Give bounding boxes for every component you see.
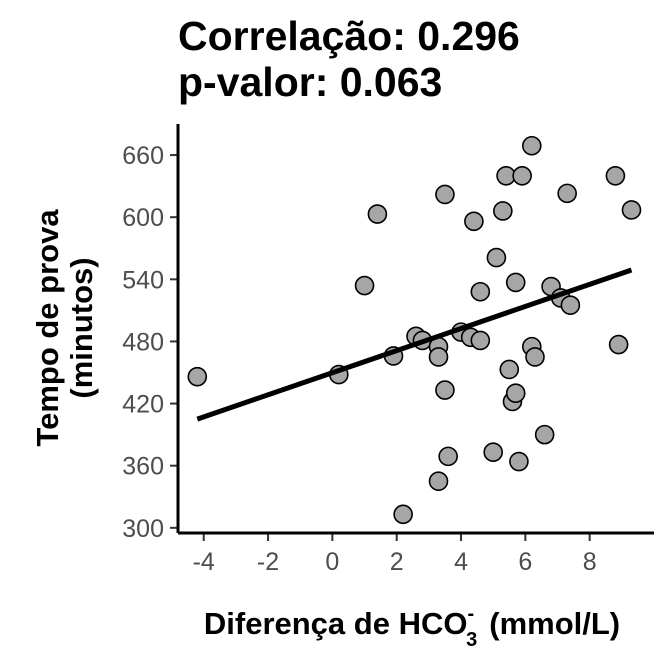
x-axis-label-unit: (mmol/L) [489, 606, 620, 641]
data-point [486, 247, 507, 268]
data-point [621, 200, 642, 220]
x-tick-label: 2 [390, 548, 404, 576]
data-point [560, 295, 581, 316]
x-tick-label: -4 [193, 548, 215, 576]
y-axis-ticks: 300 360 420 480 540 600 660 [122, 142, 178, 543]
data-point [428, 347, 449, 367]
x-tick-label: 0 [325, 548, 339, 576]
data-point [428, 471, 449, 492]
data-point [354, 275, 375, 296]
y-tick-label: 540 [122, 266, 164, 294]
x-tick-label: 6 [518, 548, 532, 576]
y-tick-label: 480 [122, 328, 164, 356]
data-point [464, 211, 484, 232]
y-axis-label: Tempo de prova (minutos) [30, 209, 99, 447]
data-point [505, 383, 526, 404]
x-tick-label: 4 [454, 548, 468, 576]
data-point [534, 424, 555, 445]
data-point [367, 204, 388, 224]
chart-title-p-value: p-valor: 0.063 [178, 59, 443, 105]
chart-title-correlation: Correlação: 0.296 [178, 13, 520, 59]
data-point [521, 135, 542, 156]
data-points [187, 135, 642, 525]
x-axis-ticks: -4 -2 0 2 4 6 8 [193, 533, 597, 576]
data-point [438, 446, 458, 467]
x-tick-label: -2 [257, 548, 279, 576]
data-point [470, 330, 491, 351]
data-point [493, 201, 513, 221]
x-axis-label-subscript: 3 [466, 629, 477, 651]
data-point [393, 504, 413, 525]
y-axis-label-line2: (minutos) [64, 257, 99, 398]
data-point [470, 281, 491, 302]
x-tick-label: 8 [583, 548, 597, 576]
data-point [499, 359, 520, 380]
y-tick-label: 660 [122, 142, 164, 170]
y-tick-label: 360 [122, 453, 164, 481]
y-tick-label: 600 [122, 204, 164, 232]
y-tick-label: 300 [122, 515, 164, 543]
data-point [509, 451, 529, 472]
data-point [512, 165, 532, 186]
data-point [525, 347, 545, 367]
x-axis-label-main: Diferença de HCO [204, 606, 468, 641]
data-point [505, 272, 526, 293]
y-tick-label: 420 [122, 391, 164, 419]
data-point [557, 183, 577, 204]
data-point [608, 334, 629, 355]
x-axis-label-superscript: - [467, 603, 474, 625]
data-point [605, 165, 626, 186]
data-point [435, 380, 455, 400]
y-axis-label-line1: Tempo de prova [30, 209, 65, 447]
data-point [483, 442, 503, 463]
regression-line [196, 267, 633, 422]
data-point [187, 366, 208, 387]
x-axis-label: Diferença de HCO- 3 (mmol/L) [204, 603, 620, 651]
data-point [435, 184, 455, 205]
